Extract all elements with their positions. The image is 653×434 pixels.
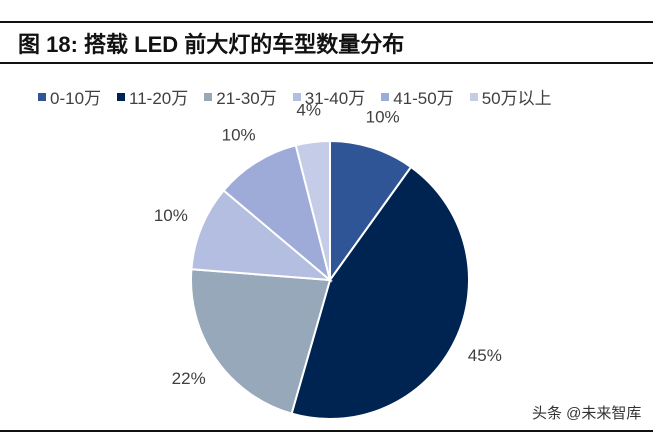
legend-item: 41-50万 — [381, 84, 454, 109]
pie-slice — [294, 139, 331, 281]
top-rule — [0, 21, 653, 23]
legend-swatch — [381, 92, 390, 101]
legend-label: 31-40万 — [304, 89, 366, 108]
legend-label: 50万以上 — [481, 89, 552, 108]
legend-label: 11-20万 — [129, 89, 189, 108]
pie-slice — [329, 139, 413, 284]
data-label: 4% — [296, 100, 321, 119]
legend-swatch — [292, 92, 301, 101]
watermark: 头条 @未来智库 — [532, 405, 642, 422]
pie-slice — [290, 165, 470, 420]
data-label: 22% — [172, 369, 206, 388]
title-rule — [0, 62, 653, 64]
legend-swatch — [204, 92, 213, 101]
legend-item: 31-40万 — [292, 84, 366, 109]
legend-item: 21-30万 — [204, 84, 277, 109]
legend: 0-10万 11-20万 21-30万 31-40万 41-50万 50万以上 — [38, 84, 552, 109]
legend-item: 11-20万 — [117, 84, 188, 109]
pie-slice — [190, 268, 332, 415]
data-label: 10% — [154, 206, 188, 225]
legend-swatch — [117, 92, 126, 101]
legend-label: 21-30万 — [216, 89, 277, 108]
chart-title: 图 18: 搭载 LED 前大灯的车型数量分布 — [18, 32, 405, 57]
data-label: 45% — [468, 346, 502, 365]
pie-slice — [190, 189, 334, 282]
legend-item: 50万以上 — [469, 84, 552, 109]
legend-swatch — [469, 92, 478, 101]
legend-label: 0-10万 — [50, 89, 102, 108]
legend-item: 0-10万 — [38, 84, 101, 109]
data-label: 10% — [366, 107, 400, 126]
legend-swatch — [38, 92, 46, 101]
bottom-rule — [0, 430, 653, 432]
legend-label: 41-50万 — [393, 89, 454, 108]
data-label: 10% — [222, 125, 256, 144]
